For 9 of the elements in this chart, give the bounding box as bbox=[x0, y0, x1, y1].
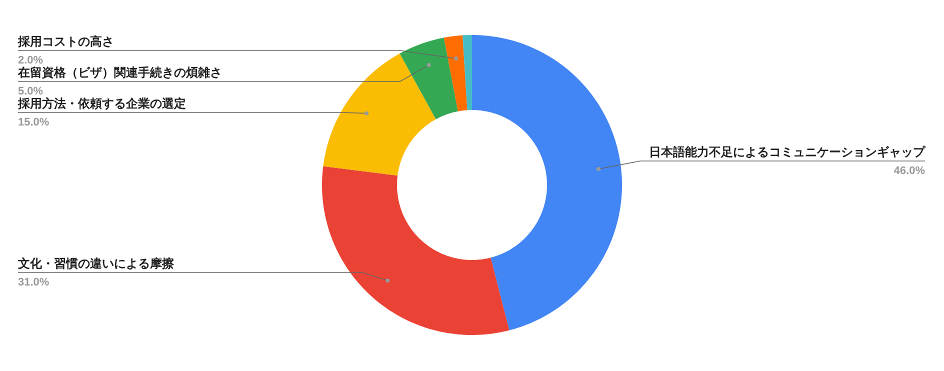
slice-label: 日本語能力不足によるコミュニケーションギャップ bbox=[649, 145, 926, 160]
data-label: 31.0% bbox=[18, 276, 50, 289]
data-label: 46.0% bbox=[894, 165, 926, 178]
slice-label: 文化・習慣の違いによる摩擦 bbox=[17, 256, 175, 271]
data-label: 15.0% bbox=[18, 116, 50, 129]
slice-label: 採用コストの高さ bbox=[17, 34, 114, 49]
slice-label: 採用方法・依頼する企業の選定 bbox=[17, 96, 186, 111]
slice-label: 在留資格（ビザ）関連手続きの煩雑さ bbox=[17, 66, 222, 80]
data-label: 5.0% bbox=[18, 86, 44, 98]
